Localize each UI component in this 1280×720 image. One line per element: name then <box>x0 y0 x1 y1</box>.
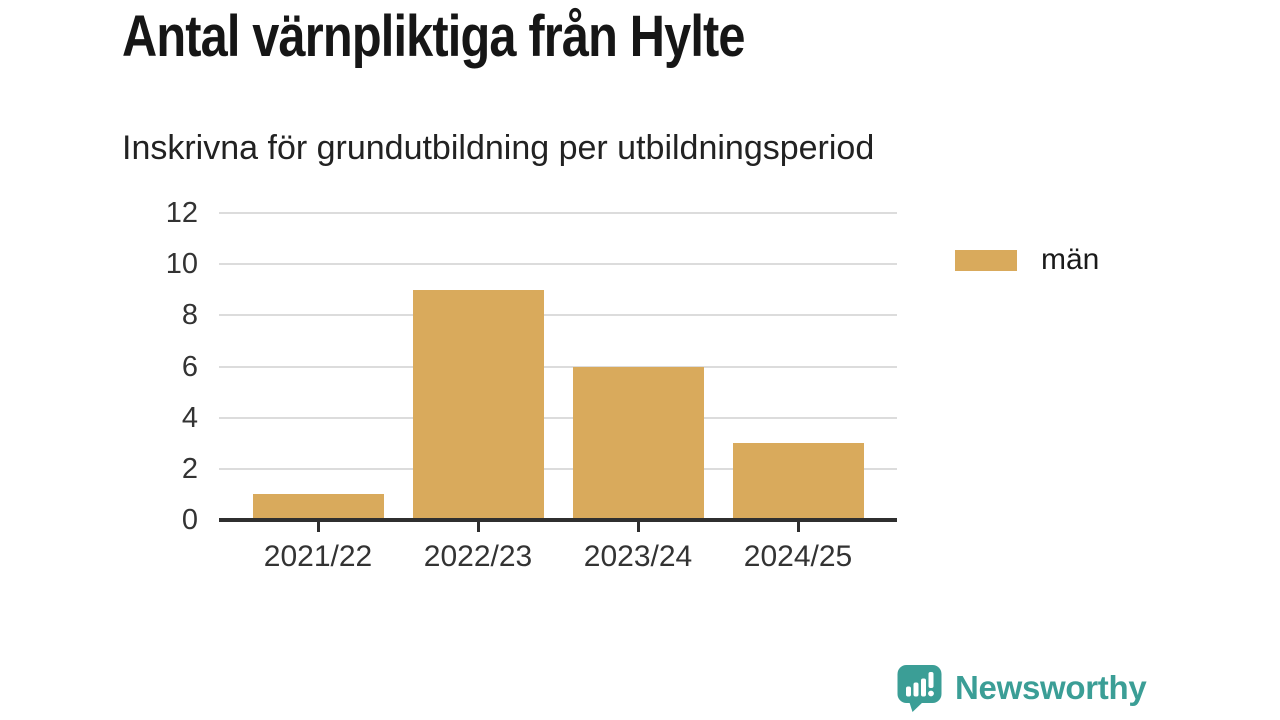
x-axis-tick-2024-25 <box>796 520 800 532</box>
x-axis-line <box>219 518 897 522</box>
x-axis-tick-2023-24 <box>636 520 640 532</box>
plot-area <box>219 212 897 532</box>
gridline-y-8 <box>219 314 897 317</box>
bar-2023-24 <box>572 366 704 520</box>
bar-2024-25 <box>732 443 864 520</box>
newsworthy-logo-icon <box>897 665 942 712</box>
y-axis-tick-label-0: 0 <box>181 504 198 536</box>
y-axis-tick-label-8: 8 <box>181 299 198 332</box>
gridline-y-2 <box>219 467 897 470</box>
x-axis-tick-label-2021-22: 2021/22 <box>263 540 373 573</box>
y-axis-tick-label-2: 2 <box>181 452 198 485</box>
y-axis-tick-label-12: 12 <box>165 197 198 229</box>
brand-wordmark: Newsworthy <box>955 668 1147 706</box>
y-axis-tick-label-4: 4 <box>181 401 198 434</box>
y-axis-tick-label-10: 10 <box>165 248 198 281</box>
bar-2021-22 <box>252 494 384 520</box>
chart-title: Antal värnpliktiga från Hylte <box>122 4 746 69</box>
brand-footer: Newsworthy <box>896 663 1147 712</box>
x-axis-tick-label-2023-24: 2023/24 <box>583 540 693 573</box>
y-axis-tick-label-6: 6 <box>181 350 198 383</box>
x-axis-tick-2021-22 <box>316 520 320 532</box>
gridline-y-6 <box>219 365 897 368</box>
x-axis-tick-2022-23 <box>476 520 480 532</box>
legend: män <box>955 245 1099 275</box>
chart-subtitle: Inskrivna för grundutbildning per utbild… <box>122 129 875 167</box>
gridline-y-10 <box>219 263 897 266</box>
x-axis-tick-label-2022-23: 2022/23 <box>423 540 533 573</box>
gridline-y-12 <box>219 212 897 214</box>
gridline-y-4 <box>219 416 897 419</box>
legend-label-man: män <box>1041 243 1100 276</box>
bar-2022-23 <box>412 289 544 520</box>
legend-swatch-man <box>955 249 1017 271</box>
x-axis-tick-label-2024-25: 2024/25 <box>743 540 853 573</box>
